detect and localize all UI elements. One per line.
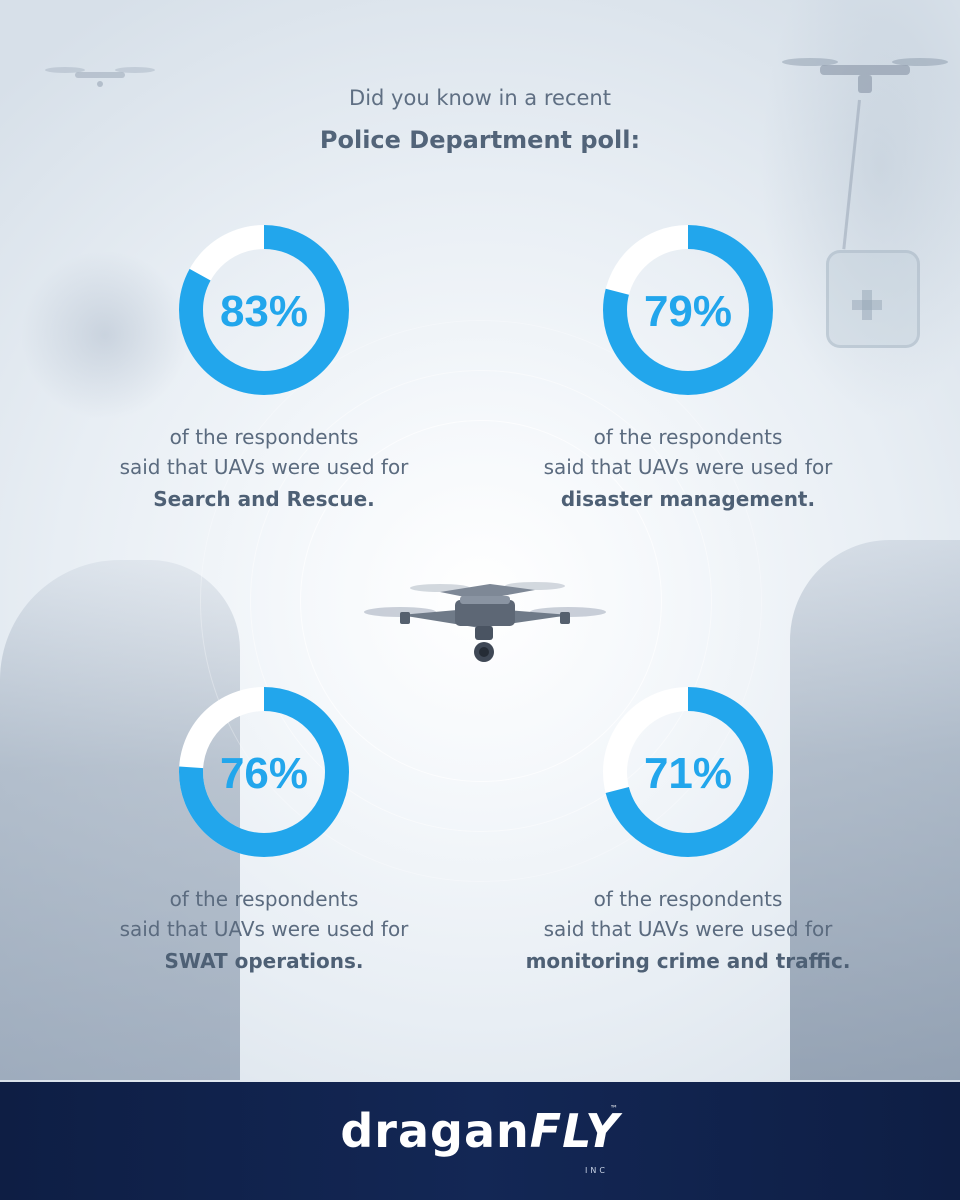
donut-arc	[603, 225, 773, 395]
poll-headline: Police Department poll:	[319, 126, 641, 154]
medical-kit-icon	[826, 250, 920, 348]
donut-chart-83: 83%	[179, 225, 349, 395]
stat-category: disaster management.	[560, 487, 816, 511]
stat-category: monitoring crime and traffic.	[525, 949, 851, 973]
donut-chart-76: 76%	[179, 687, 349, 857]
stat-line-2: said that UAVs were used for	[119, 917, 409, 941]
stat-line-1: of the respondents	[169, 887, 359, 911]
stat-monitoring-crime-traffic: 71% of the respondents said that UAVs we…	[478, 682, 898, 978]
stat-line-1: of the respondents	[593, 887, 783, 911]
logo-inc: INC	[585, 1166, 608, 1175]
percent-label: 79%	[644, 287, 732, 336]
donut-chart-71: 71%	[603, 687, 773, 857]
donut-chart-79: 79%	[603, 225, 773, 395]
percent-label: 71%	[644, 749, 732, 798]
footer-bar: draganFLY ™ INC	[0, 1082, 960, 1200]
stat-search-rescue: 83% of the respondents said that UAVs we…	[54, 220, 474, 516]
decorative-ring	[250, 370, 712, 832]
background-drone-icon	[45, 67, 155, 87]
stat-line-2: said that UAVs were used for	[543, 455, 833, 479]
stat-line-1: of the respondents	[593, 425, 783, 449]
drone-image	[364, 582, 606, 662]
stat-line-1: of the respondents	[169, 425, 359, 449]
donut-arc	[603, 687, 773, 857]
donut-arc	[179, 225, 349, 395]
stat-line-2: said that UAVs were used for	[543, 917, 833, 941]
background-haze	[760, 0, 960, 420]
donut-arc	[179, 687, 349, 857]
logo-trademark: ™	[610, 1104, 618, 1113]
decorative-ring	[200, 320, 762, 882]
stat-line-2: said that UAVs were used for	[119, 455, 409, 479]
draganfly-logo: draganFLY	[0, 1104, 960, 1158]
percent-label: 83%	[220, 287, 308, 336]
logo-accent-text: FLY	[529, 1104, 620, 1158]
rescue-team-silhouette	[20, 250, 190, 420]
decorative-ring	[300, 420, 662, 782]
logo-main-text: dragan	[340, 1104, 530, 1158]
percent-label: 76%	[220, 749, 308, 798]
stat-category: Search and Rescue.	[153, 487, 375, 511]
intro-text: Did you know in a recent	[349, 86, 611, 110]
background-drone-icon	[782, 58, 948, 93]
operator-silhouette	[790, 540, 960, 1080]
stat-swat-operations: 76% of the respondents said that UAVs we…	[54, 682, 474, 978]
stat-category: SWAT operations.	[164, 949, 364, 973]
medical-cross-horizontal	[852, 300, 882, 310]
infographic-background: Did you know in a recent Police Departme…	[0, 0, 960, 1082]
stat-disaster-management: 79% of the respondents said that UAVs we…	[478, 220, 898, 516]
